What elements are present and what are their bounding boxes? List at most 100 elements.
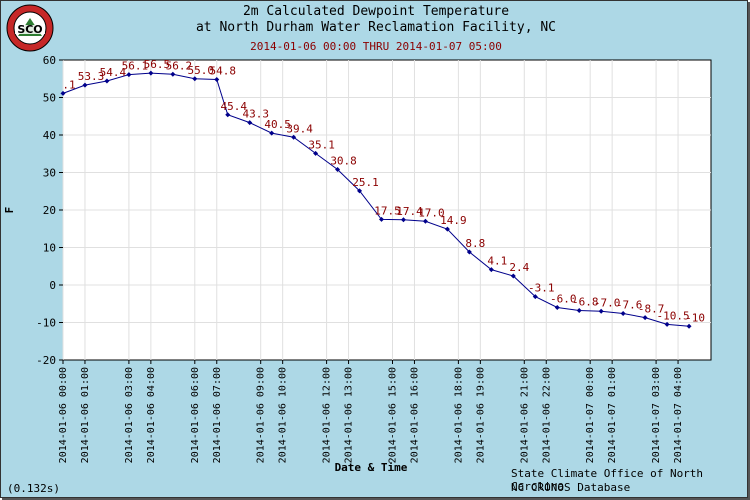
data-label: -7.0: [594, 296, 621, 309]
x-tick-label: 2014-01-06 18:00: [453, 367, 464, 463]
data-point: [82, 82, 88, 88]
y-tick-label: 0: [49, 279, 56, 292]
data-point: [620, 311, 626, 316]
data-label: 17.0: [418, 206, 445, 219]
data-point: [148, 70, 154, 76]
data-point: [269, 130, 275, 136]
x-tick-label: 2014-01-07 03:00: [651, 367, 662, 463]
data-point: [214, 77, 220, 82]
y-tick-label: 60: [43, 54, 56, 67]
data-point: [422, 218, 428, 224]
x-tick-label: 2014-01-06 12:00: [322, 367, 333, 463]
data-point: [60, 90, 66, 96]
x-tick-label: 2014-01-06 19:00: [475, 367, 486, 463]
x-tick-label: 2014-01-06 01:00: [80, 367, 91, 463]
x-tick-label: 2014-01-06 03:00: [124, 367, 135, 463]
data-label: 39.4: [286, 122, 313, 135]
data-label: .1: [62, 78, 75, 91]
data-label: 54.8: [210, 65, 237, 78]
data-point: [444, 226, 450, 232]
data-point: [357, 188, 363, 194]
data-label: 45.4: [220, 100, 247, 113]
data-label: -8.7: [638, 303, 665, 316]
render-timing: (0.132s): [7, 482, 60, 495]
x-tick-label: 2014-01-06 09:00: [256, 367, 267, 463]
data-label: 55.0: [188, 64, 215, 77]
data-point: [576, 308, 582, 313]
sco-logo: SCO: [5, 3, 55, 53]
data-label: 56.1: [122, 60, 149, 73]
data-point: [400, 217, 406, 223]
y-tick-label: 40: [43, 129, 56, 142]
data-label: 17.4: [396, 205, 423, 218]
x-tick-label: 2014-01-06 21:00: [519, 367, 530, 463]
x-tick-label: 2014-01-06 06:00: [190, 367, 201, 463]
data-label: 35.1: [308, 138, 335, 151]
data-point: [126, 72, 132, 78]
data-label: 53.3: [78, 70, 105, 83]
data-label: -10.5: [657, 309, 690, 322]
x-tick-label: 2014-01-06 13:00: [344, 367, 355, 463]
data-point: [642, 315, 648, 321]
data-point: [488, 267, 494, 273]
data-point: [466, 249, 472, 255]
data-point: [335, 167, 341, 172]
data-label: 56.5: [144, 58, 171, 71]
x-tick-label: 2014-01-06 15:00: [387, 367, 398, 463]
y-axis-label: F: [3, 207, 16, 214]
y-tick-label: 30: [43, 167, 56, 180]
date-range-subtitle: 2014-01-06 00:00 THRU 2014-01-07 05:00: [250, 40, 502, 53]
x-tick-label: 2014-01-06 22:00: [541, 367, 552, 463]
chart-title-line1: 2m Calculated Dewpoint Temperature: [242, 4, 510, 19]
x-tick-label: 2014-01-06 16:00: [409, 367, 420, 463]
data-label: -7.6: [616, 299, 643, 312]
data-point: [104, 78, 110, 84]
data-label: 25.1: [352, 176, 379, 189]
data-label: 14.9: [440, 214, 467, 227]
data-point: [291, 134, 297, 140]
data-label: 30.8: [330, 155, 357, 168]
data-label: -6.8: [572, 296, 599, 309]
data-point: [598, 308, 604, 314]
credit-line1: State Climate Office of North Carolina: [511, 467, 704, 493]
data-point: [313, 150, 319, 156]
logo-text: SCO: [17, 23, 42, 36]
data-point: [225, 112, 231, 118]
data-label: 2.4: [509, 261, 529, 274]
data-point: [532, 294, 538, 300]
data-point: [510, 273, 516, 279]
data-point: [664, 321, 670, 327]
data-label: 4.1: [487, 255, 507, 268]
y-tick-label: -20: [36, 354, 56, 367]
x-tick-label: 2014-01-07 00:00: [585, 367, 596, 463]
x-tick-label: 2014-01-06 07:00: [212, 367, 223, 463]
credit-line2: NC CRONOS Database: [511, 481, 631, 494]
data-label: 40.5: [264, 118, 291, 131]
x-tick-label: 2014-01-06 00:00: [58, 367, 69, 463]
data-label: 8.8: [465, 237, 485, 250]
x-tick-label: 2014-01-07 01:00: [607, 367, 618, 463]
chart-title-line2: at North Durham Water Reclamation Facili…: [195, 20, 557, 35]
data-point: [686, 323, 692, 329]
dewpoint-series-line: [62, 72, 690, 327]
data-label: -10: [685, 311, 705, 324]
data-label: -3.1: [528, 282, 555, 295]
x-tick-label: 2014-01-07 04:00: [673, 367, 684, 463]
data-label: 17.5: [374, 204, 401, 217]
x-tick-label: 2014-01-06 04:00: [146, 367, 157, 463]
data-point: [170, 71, 176, 77]
y-tick-label: 10: [43, 242, 56, 255]
data-label: -6.0: [550, 293, 577, 306]
y-tick-label: 20: [43, 204, 56, 217]
x-axis-label: Date & Time: [335, 461, 408, 474]
data-label: 43.3: [242, 108, 269, 121]
data-point: [247, 120, 253, 126]
data-point: [379, 216, 385, 222]
data-point: [192, 76, 198, 82]
data-label: 56.2: [166, 59, 193, 72]
data-point: [554, 305, 560, 310]
y-tick-label: 50: [43, 92, 56, 105]
data-label: 54.4: [100, 66, 127, 79]
